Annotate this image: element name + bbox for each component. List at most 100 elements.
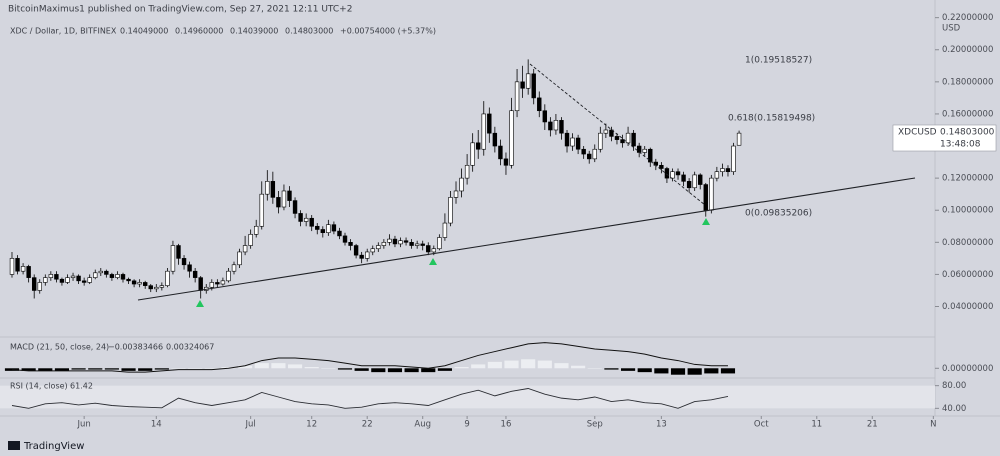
candle-body bbox=[198, 277, 203, 291]
candle-body bbox=[648, 148, 653, 163]
candle-body bbox=[48, 274, 54, 278]
candle-body bbox=[215, 282, 220, 285]
y-tick-label: 0.08000000 bbox=[942, 238, 993, 248]
candle-body bbox=[498, 145, 503, 160]
candle-body bbox=[93, 272, 98, 278]
candle-body bbox=[159, 285, 165, 288]
candle-body bbox=[459, 177, 464, 192]
macd-histogram-bar bbox=[71, 368, 86, 370]
candle-body bbox=[442, 222, 448, 238]
footer-brand: TradingView bbox=[23, 441, 84, 452]
y-tick-label: 0.12000000 bbox=[942, 174, 993, 184]
candle-body bbox=[614, 136, 620, 140]
bounce-marker bbox=[702, 218, 710, 225]
y-tick-label: 0.18000000 bbox=[942, 77, 993, 87]
macd-histogram-bar bbox=[4, 368, 20, 371]
x-tick-label: Aug bbox=[414, 420, 431, 430]
candle-body bbox=[359, 254, 364, 259]
candle-body bbox=[54, 274, 59, 280]
macd-histogram-bar bbox=[304, 367, 319, 369]
candle-body bbox=[426, 245, 431, 253]
candle-body bbox=[398, 240, 403, 245]
candle-body bbox=[414, 243, 420, 246]
candle-body bbox=[698, 174, 703, 185]
candle-body bbox=[520, 81, 525, 89]
candle-body bbox=[403, 240, 409, 243]
candle-body bbox=[620, 139, 625, 144]
y-tick-label: 40.00 bbox=[942, 404, 966, 414]
candle-body bbox=[76, 275, 81, 282]
macd-histogram-bar bbox=[204, 368, 219, 369]
candle-body bbox=[564, 132, 570, 147]
last-price: 0.14803000 bbox=[940, 128, 995, 138]
candle-body bbox=[570, 137, 575, 147]
macd-histogram-bar bbox=[521, 359, 536, 369]
candle-body bbox=[686, 181, 692, 189]
x-tick-label: Jun bbox=[77, 420, 91, 430]
candle-body bbox=[315, 225, 320, 230]
ohlc-change: +0.00754000 (+5.37%) bbox=[340, 27, 436, 36]
candle-body bbox=[470, 142, 475, 166]
candle-body bbox=[254, 225, 259, 235]
candle-body bbox=[492, 132, 498, 147]
publisher-line: BitcoinMaximus1 published on TradingView… bbox=[8, 5, 352, 15]
macd-histogram-bar bbox=[154, 368, 169, 370]
macd-histogram-bar bbox=[104, 368, 119, 370]
candle-body bbox=[170, 245, 176, 272]
macd-histogram-bar bbox=[188, 368, 203, 369]
candle-body bbox=[303, 217, 309, 222]
candle-body bbox=[631, 132, 636, 147]
candle-body bbox=[464, 164, 470, 179]
macd-histogram-bar bbox=[471, 364, 486, 369]
candle-body bbox=[87, 277, 92, 283]
x-tick-label: 12 bbox=[306, 420, 317, 430]
bounce-marker bbox=[196, 300, 204, 307]
candle-body bbox=[409, 242, 414, 246]
candle-body bbox=[148, 285, 153, 290]
candle-body bbox=[625, 132, 631, 144]
macd-histogram-bar bbox=[354, 368, 369, 371]
candle-body bbox=[342, 235, 348, 243]
y-tick-label: 0.16000000 bbox=[942, 109, 993, 119]
candle-body bbox=[115, 274, 120, 278]
macd-histogram-bar bbox=[371, 368, 386, 373]
candle-body bbox=[681, 174, 686, 182]
macd-line bbox=[11, 342, 728, 373]
candle-body bbox=[281, 190, 287, 208]
candle-body bbox=[37, 282, 42, 291]
macd-histogram-bar bbox=[121, 368, 136, 371]
candle-body bbox=[231, 264, 237, 272]
macd-histogram-bar bbox=[487, 361, 502, 369]
ohlc-close: 0.14803000 bbox=[285, 27, 333, 36]
rsi-band bbox=[0, 385, 935, 409]
y-tick-label: 0.00000000 bbox=[942, 364, 993, 374]
candle-body bbox=[326, 224, 331, 233]
candle-body bbox=[187, 264, 192, 272]
macd-histogram-bar bbox=[271, 363, 286, 369]
candle-body bbox=[692, 174, 697, 189]
candle-body bbox=[348, 242, 353, 246]
x-tick-label: Oct bbox=[754, 420, 769, 430]
candle-body bbox=[226, 270, 231, 282]
rsi-reading: 61.42 bbox=[70, 382, 93, 391]
candle-body bbox=[476, 142, 481, 150]
last-price-symbol: XDCUSD bbox=[898, 128, 937, 138]
candle-body bbox=[26, 266, 31, 278]
candle-body bbox=[587, 153, 592, 160]
macd-histogram-bar bbox=[287, 364, 303, 369]
y-tick-label: 80.00 bbox=[942, 381, 966, 391]
candle-body bbox=[481, 113, 486, 150]
candle-body bbox=[714, 171, 720, 179]
candle-body bbox=[270, 181, 276, 198]
macd-histogram-bar bbox=[654, 368, 669, 374]
x-tick-label: 11 bbox=[811, 420, 822, 430]
candle-body bbox=[509, 110, 514, 166]
candle-body bbox=[220, 280, 226, 285]
candle-body bbox=[59, 278, 65, 283]
candle-body bbox=[709, 177, 714, 211]
candle-body bbox=[31, 277, 37, 291]
macd-histogram-bar bbox=[537, 360, 552, 369]
resistance-trendline bbox=[529, 63, 706, 206]
candle-body bbox=[131, 280, 137, 285]
